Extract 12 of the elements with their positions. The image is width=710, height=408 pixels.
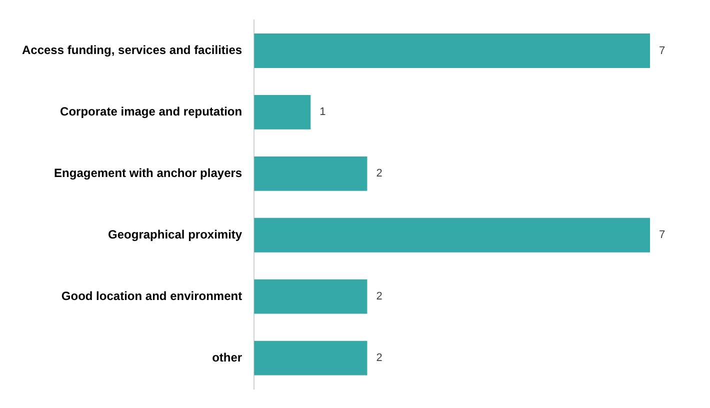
data-label: 1 xyxy=(320,106,326,118)
data-label: 7 xyxy=(659,44,666,57)
y-tick-label: Engagement with anchor players xyxy=(54,166,242,180)
data-label: 2 xyxy=(376,290,382,303)
y-tick-label: other xyxy=(212,350,242,364)
y-tick-label: Good location and environment xyxy=(61,288,242,303)
y-tick-label: Access funding, services and facilities xyxy=(22,43,242,58)
data-label: 7 xyxy=(659,229,666,242)
y-tick-label: Corporate image and reputation xyxy=(60,104,242,119)
y-tick-label: Geographical proximity xyxy=(108,227,242,242)
data-label: 2 xyxy=(376,168,382,180)
data-label: 2 xyxy=(376,352,382,364)
